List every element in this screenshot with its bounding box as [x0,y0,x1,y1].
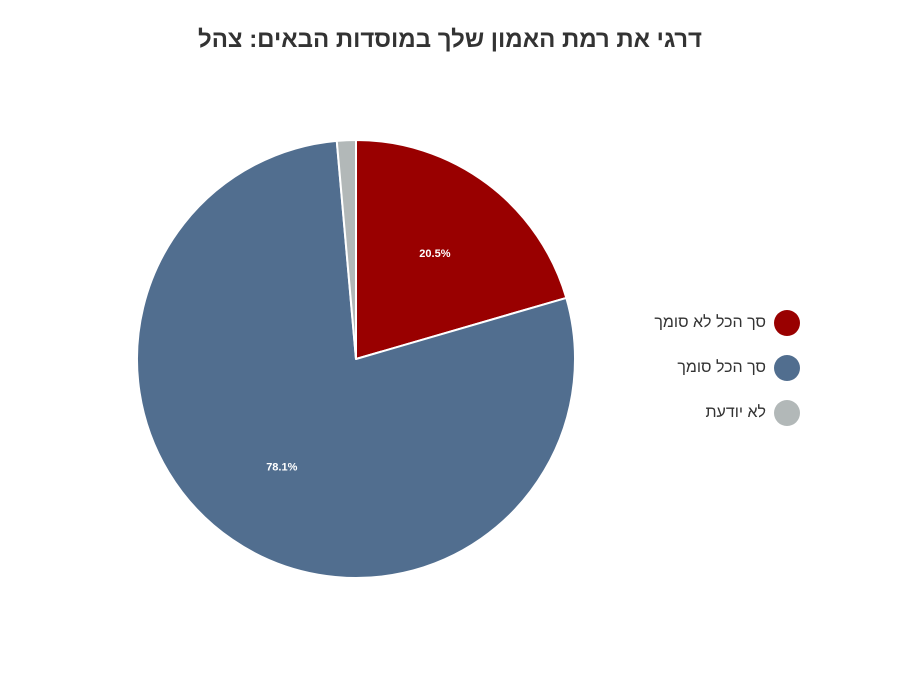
chart-title: דרגי את רמת האמון שלך במוסדות הבאים: צהל [197,26,703,53]
legend-item-trust[interactable]: סך הכל סומך [610,345,800,390]
legend-label: לא יודעת [705,403,766,421]
slice-data-label: 20.5% [419,248,450,260]
legend-label: סך הכל סומך [677,358,766,376]
legend-marker [774,354,800,381]
slice-data-label: 78.1% [266,461,297,473]
legend-item-not-trust[interactable]: סך הכל לא סומך [610,300,800,345]
legend: סך הכל לא סומך סך הכל סומך לא יודעת [610,300,800,435]
pie-slice-0[interactable] [355,139,568,360]
legend-marker [774,309,800,336]
legend-marker [774,399,800,426]
legend-label: סך הכל לא סומך [654,313,766,331]
legend-item-dont-know[interactable]: לא יודעת [610,390,800,435]
pie-slice-2[interactable] [335,139,357,360]
